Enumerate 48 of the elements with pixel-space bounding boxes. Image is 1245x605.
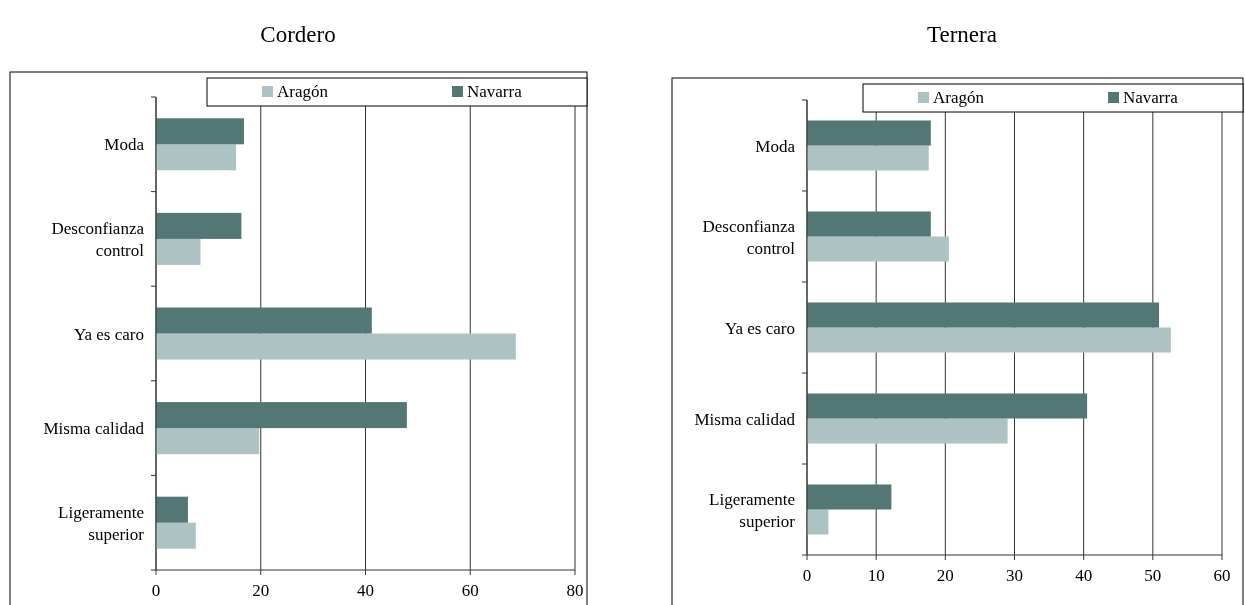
bar — [807, 145, 929, 171]
bar — [156, 307, 372, 334]
x-tick-label: 20 — [936, 566, 954, 585]
y-tick-label: Misma calidad — [694, 409, 796, 429]
bar — [156, 118, 244, 145]
bar — [807, 509, 829, 535]
x-tick-label: 40 — [1075, 566, 1093, 585]
bar — [156, 333, 516, 360]
legend-label: Navarra — [1123, 88, 1179, 107]
x-tick-label: 10 — [867, 566, 885, 585]
y-tick-label: Desconfianza control — [51, 218, 145, 260]
y-tick-label: Ligeramente superior — [709, 489, 796, 531]
x-tick-label: 40 — [357, 581, 374, 600]
chart-title: Cordero — [260, 22, 336, 47]
bar — [156, 496, 188, 523]
chart-title: Ternera — [927, 22, 997, 47]
bar — [156, 402, 407, 429]
x-tick-label: 80 — [566, 581, 584, 600]
y-tick-label: Moda — [104, 135, 145, 155]
bar — [807, 211, 931, 237]
y-tick-label: Moda — [755, 136, 796, 156]
bar — [807, 418, 1008, 444]
bar — [156, 238, 201, 265]
bar — [807, 393, 1088, 419]
legend-label: Aragón — [277, 82, 329, 101]
bar — [156, 522, 196, 549]
x-tick-label: 30 — [1006, 566, 1023, 585]
y-tick-label: Ya es caro — [724, 318, 795, 338]
bar — [156, 144, 237, 171]
y-tick-label: Ligeramente superior — [58, 502, 145, 544]
y-tick-label: Desconfianza control — [702, 216, 796, 258]
x-tick-label: 0 — [151, 581, 161, 600]
bar — [807, 327, 1171, 353]
x-tick-label: 60 — [461, 581, 479, 600]
bar — [807, 302, 1160, 328]
bar — [156, 428, 260, 455]
bar — [807, 236, 949, 262]
bar — [807, 484, 892, 510]
x-tick-label: 20 — [252, 581, 270, 600]
bar — [807, 120, 931, 146]
bar — [156, 212, 242, 239]
legend-label: Navarra — [467, 82, 523, 101]
y-tick-label: Ya es caro — [73, 324, 144, 344]
x-tick-label: 60 — [1213, 566, 1231, 585]
x-tick-label: 50 — [1144, 566, 1162, 585]
x-tick-label: 0 — [802, 566, 812, 585]
y-tick-label: Misma calidad — [43, 419, 145, 439]
legend-label: Aragón — [933, 88, 985, 107]
